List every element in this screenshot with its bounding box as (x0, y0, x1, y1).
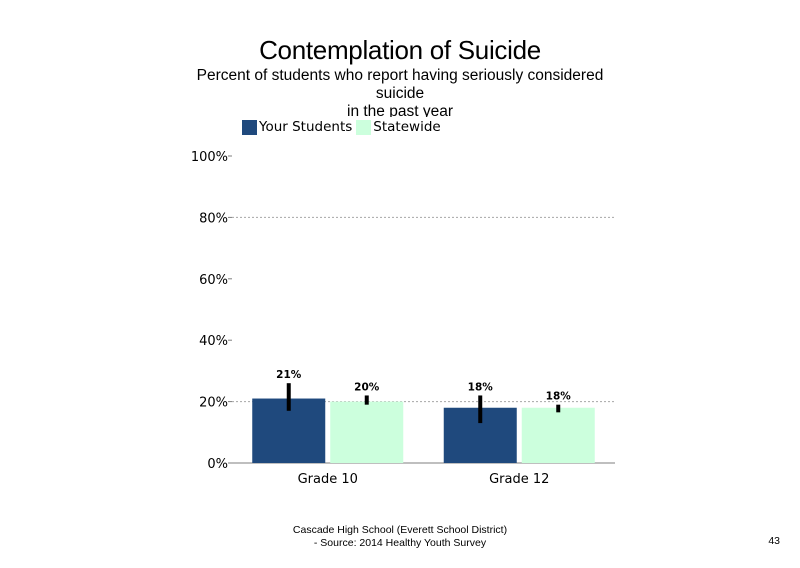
legend-swatch-statewide (356, 119, 372, 135)
y-tick-label: 20% (199, 396, 228, 411)
legend-swatch-your-students (242, 119, 257, 135)
footer-source: - Source: 2014 Healthy Youth Survey (313, 537, 487, 549)
bar-statewide-grade-10 (330, 401, 404, 463)
legend-label-statewide: Statewide (373, 119, 441, 135)
data-label: 21% (276, 369, 302, 381)
y-tick-label: 60% (199, 273, 228, 288)
data-label: 18% (546, 391, 572, 403)
bar-statewide-grade-12 (521, 407, 595, 463)
page-number: 43 (768, 535, 780, 547)
legend-label-your-students: Your Students (259, 119, 353, 135)
chart-subtitle: Percent of students who report having se… (196, 67, 604, 117)
x-category-label: Grade 12 (489, 472, 549, 487)
legend-item-statewide: Statewide (356, 119, 441, 135)
footer-school: Cascade High School (Everett School Dist… (292, 524, 508, 536)
x-category-label: Grade 10 (298, 472, 358, 487)
data-label: 20% (354, 381, 380, 393)
legend-item-your-students: Your Students (242, 119, 352, 135)
y-tick-label: 80% (199, 211, 228, 226)
legend: Your Students Statewide (242, 118, 445, 136)
y-tick-label: 0% (207, 457, 228, 472)
y-tick-label: 40% (199, 334, 228, 349)
footer: Cascade High School (Everett School Dist… (0, 524, 800, 550)
y-tick-label: 100% (191, 150, 228, 165)
chart-title: Contemplation of Suicide (259, 35, 541, 65)
data-label: 18% (468, 381, 494, 393)
